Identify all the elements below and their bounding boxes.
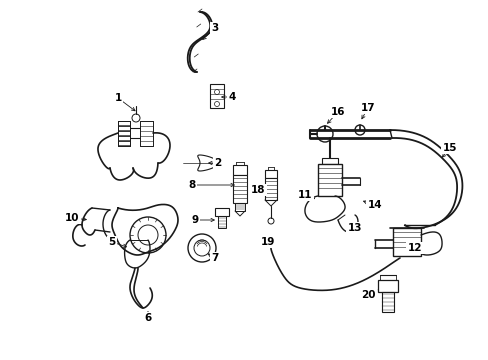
Text: 3: 3 bbox=[211, 23, 218, 33]
Bar bbox=[118, 126, 130, 130]
Bar bbox=[264, 178, 276, 200]
Bar bbox=[118, 136, 130, 140]
Bar bbox=[118, 141, 130, 145]
Text: 6: 6 bbox=[144, 313, 151, 323]
Bar bbox=[264, 170, 276, 178]
Text: 12: 12 bbox=[407, 243, 421, 253]
Text: 5: 5 bbox=[108, 237, 115, 247]
Circle shape bbox=[316, 126, 332, 142]
Circle shape bbox=[194, 240, 209, 256]
Circle shape bbox=[267, 218, 273, 224]
Circle shape bbox=[214, 102, 219, 107]
Text: 19: 19 bbox=[260, 237, 275, 247]
Text: 18: 18 bbox=[250, 185, 264, 195]
Text: 1: 1 bbox=[114, 93, 122, 103]
Bar bbox=[321, 158, 337, 164]
Circle shape bbox=[187, 234, 216, 262]
Bar bbox=[209, 84, 224, 108]
Circle shape bbox=[138, 225, 158, 245]
Text: 15: 15 bbox=[442, 143, 456, 153]
Bar bbox=[118, 121, 130, 125]
Circle shape bbox=[130, 217, 165, 253]
Text: 9: 9 bbox=[191, 215, 198, 225]
Bar bbox=[215, 208, 228, 216]
Text: 14: 14 bbox=[367, 200, 382, 210]
Bar bbox=[377, 280, 397, 292]
Text: 7: 7 bbox=[211, 253, 218, 263]
Bar bbox=[317, 164, 341, 196]
Bar bbox=[232, 175, 246, 203]
Circle shape bbox=[354, 125, 364, 135]
Circle shape bbox=[132, 114, 140, 122]
Text: 17: 17 bbox=[360, 103, 375, 113]
Bar bbox=[232, 165, 246, 175]
Bar bbox=[218, 216, 225, 228]
Bar bbox=[381, 292, 393, 312]
Text: 8: 8 bbox=[188, 180, 195, 190]
Text: 13: 13 bbox=[347, 223, 362, 233]
Text: 16: 16 bbox=[330, 107, 345, 117]
Text: 2: 2 bbox=[214, 158, 221, 168]
Text: 4: 4 bbox=[228, 92, 235, 102]
Text: 20: 20 bbox=[360, 290, 374, 300]
Text: 10: 10 bbox=[64, 213, 79, 223]
Bar bbox=[118, 131, 130, 135]
Text: 11: 11 bbox=[297, 190, 312, 200]
Bar bbox=[235, 203, 244, 211]
Bar bbox=[392, 228, 420, 256]
Circle shape bbox=[214, 90, 219, 94]
